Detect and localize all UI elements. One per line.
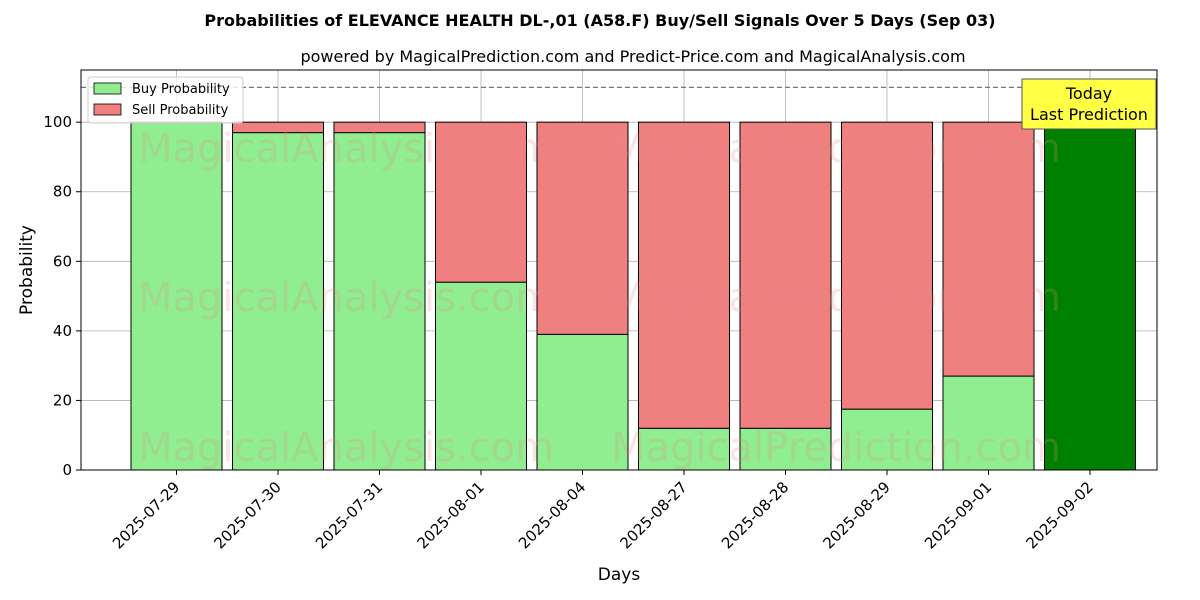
- bar-sell: [536, 121, 629, 335]
- today-annotation-box: [1021, 78, 1157, 130]
- bar-sell: [232, 121, 324, 134]
- bar-sell: [333, 121, 426, 134]
- chart-subtitle: powered by MagicalPrediction.com and Pre…: [300, 47, 965, 66]
- bar-sell: [739, 121, 832, 429]
- bar-sell: [942, 121, 1035, 377]
- x-axis-label: Days: [598, 565, 641, 585]
- x-tick-label: 2025-08-04: [515, 478, 589, 552]
- plot-frame: [80, 69, 1158, 471]
- bar-sell: [841, 121, 933, 410]
- bar-buy: [942, 375, 1035, 471]
- y-tick-label: 40: [53, 322, 72, 340]
- watermark-text: MagicalPrediction.com: [611, 425, 1061, 471]
- x-tick-label: 2025-08-01: [413, 478, 487, 552]
- y-tick-label: 0: [62, 461, 72, 479]
- legend-label-buy: Buy Probability: [132, 82, 230, 97]
- y-tick-label: 60: [53, 252, 72, 270]
- x-tick-label: 2025-08-28: [718, 478, 792, 552]
- bar-buy: [435, 281, 527, 471]
- y-axis-label: Probability: [17, 225, 37, 315]
- bar-buy: [739, 427, 832, 471]
- watermark-text: MagicalPrediction.com: [611, 126, 1061, 172]
- watermark-text: MagicalPrediction.com: [611, 275, 1061, 321]
- watermark-text: MagicalAnalysis.com: [138, 275, 554, 321]
- bar-sell: [435, 121, 527, 283]
- watermark-text: MagicalAnalysis.com: [138, 425, 554, 471]
- y-axis-ticks: 0 20 40 60 80 100: [43, 113, 81, 479]
- bar-buy: [638, 427, 730, 471]
- y-tick-label: 80: [53, 183, 72, 201]
- bar-buy: [130, 121, 223, 471]
- legend-box: [87, 76, 244, 124]
- bar-sell: [638, 121, 730, 429]
- today-annotation: Today Last Prediction: [1021, 78, 1157, 130]
- x-tick-label: 2025-09-01: [921, 478, 995, 552]
- bar-buy: [1044, 121, 1136, 471]
- watermark-text: MagicalAnalysis.com: [138, 126, 554, 172]
- legend-swatch-buy: [93, 82, 122, 95]
- x-tick-label: 2025-09-02: [1022, 478, 1096, 552]
- today-label: Today: [1065, 84, 1112, 103]
- x-tick-label: 2025-08-27: [616, 478, 690, 552]
- watermarks: MagicalAnalysis.com MagicalPrediction.com…: [138, 126, 1061, 471]
- bar-buy: [841, 408, 933, 471]
- chart-title: Probabilities of ELEVANCE HEALTH DL-,01 …: [204, 11, 995, 30]
- legend-label-sell: Sell Probability: [132, 103, 229, 118]
- x-tick-label: 2025-08-29: [819, 478, 893, 552]
- x-tick-label: 2025-07-30: [210, 478, 284, 552]
- legend-swatch-sell: [93, 103, 122, 116]
- legend: Buy Probability Sell Probability: [87, 76, 244, 124]
- last-prediction-label: Last Prediction: [1030, 105, 1148, 124]
- x-tick-label: 2025-07-31: [312, 478, 386, 552]
- y-tick-label: 20: [53, 391, 72, 409]
- bars: [130, 121, 1136, 471]
- x-axis-ticks: 2025-07-29 2025-07-30 2025-07-31 2025-08-01…: [109, 470, 1097, 552]
- x-tick-label: 2025-07-29: [109, 478, 183, 552]
- y-tick-label: 100: [43, 113, 72, 131]
